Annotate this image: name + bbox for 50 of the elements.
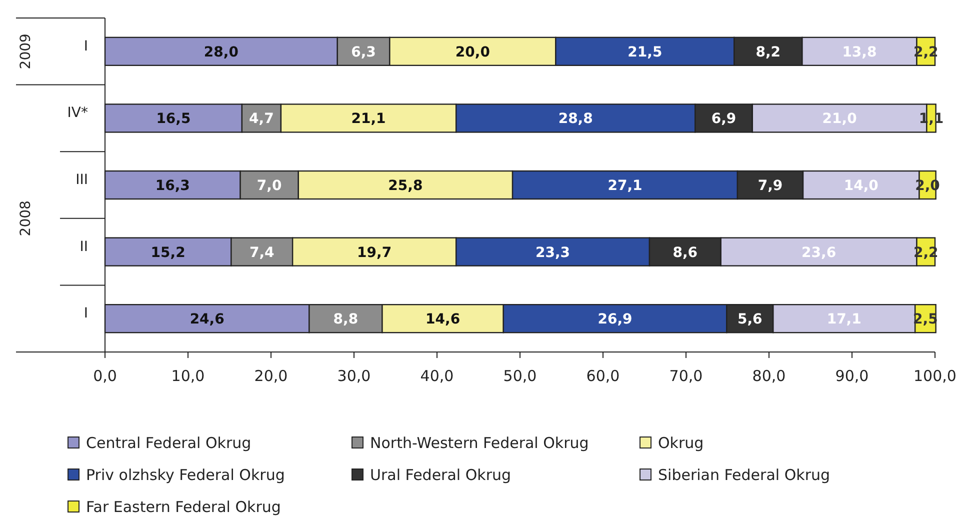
x-tick-label: 70,0 [669, 367, 703, 385]
data-label: 26,9 [598, 312, 632, 328]
data-label: 7,9 [758, 178, 783, 194]
x-tick-label: 60,0 [586, 367, 620, 385]
data-label: 28,8 [558, 111, 593, 128]
data-label: 6,3 [351, 44, 376, 60]
x-tick-label: 90,0 [835, 367, 869, 385]
data-label: 7,0 [256, 178, 282, 194]
legend-label: Ural Federal Okrug [370, 466, 512, 484]
x-tick-label: 50,0 [503, 367, 537, 385]
data-label: 4,7 [249, 111, 274, 128]
x-tick-label: 80,0 [752, 367, 786, 385]
data-label: 28,0 [204, 44, 239, 60]
x-tick-label: 0,0 [93, 367, 117, 385]
x-tick-label: 10,0 [171, 367, 205, 385]
data-label: 15,2 [150, 244, 186, 261]
legend-label: Siberian Federal Okrug [658, 466, 830, 484]
data-label: 23,3 [536, 244, 570, 261]
data-label: 14,6 [426, 312, 460, 328]
data-label: 21,5 [628, 44, 662, 60]
text: 2008 [18, 200, 34, 236]
y-tick-label: I [84, 38, 88, 54]
y-tick-label: II [80, 238, 88, 255]
x-tick-label: 40,0 [420, 367, 454, 385]
data-label: 25,8 [388, 178, 423, 194]
data-label: 16,3 [155, 178, 190, 194]
data-label: 21,1 [351, 111, 386, 128]
data-label: 8,6 [672, 244, 698, 261]
data-label: 6,9 [711, 111, 736, 128]
x-tick-label: 30,0 [337, 367, 371, 385]
y-tick-label: IV* [67, 105, 88, 122]
data-label: 20,0 [455, 44, 490, 60]
x-tick-label: 100,0 [914, 367, 956, 385]
legend-label: Priv olzhsky Federal Okrug [86, 466, 285, 484]
legend-label: North-Western Federal Okrug [370, 434, 589, 452]
data-label: 16,5 [156, 111, 191, 128]
data-label: 5,6 [738, 312, 762, 328]
data-label: 8,2 [756, 44, 781, 60]
data-label: 7,4 [249, 244, 275, 261]
legend-label: Far Eastern Federal Okrug [86, 498, 281, 516]
data-label: 19,7 [357, 244, 392, 261]
legend-label: Central Federal Okrug [86, 434, 252, 452]
data-label: 24,6 [190, 312, 224, 328]
y-tick-label: I [84, 306, 88, 322]
data-label: 8,8 [333, 312, 358, 328]
text: 2009 [18, 34, 34, 70]
x-tick-label: 20,0 [254, 367, 288, 385]
y-tick-label: III [76, 172, 88, 188]
data-label: 27,1 [608, 178, 642, 194]
legend-label: Okrug [658, 434, 704, 452]
